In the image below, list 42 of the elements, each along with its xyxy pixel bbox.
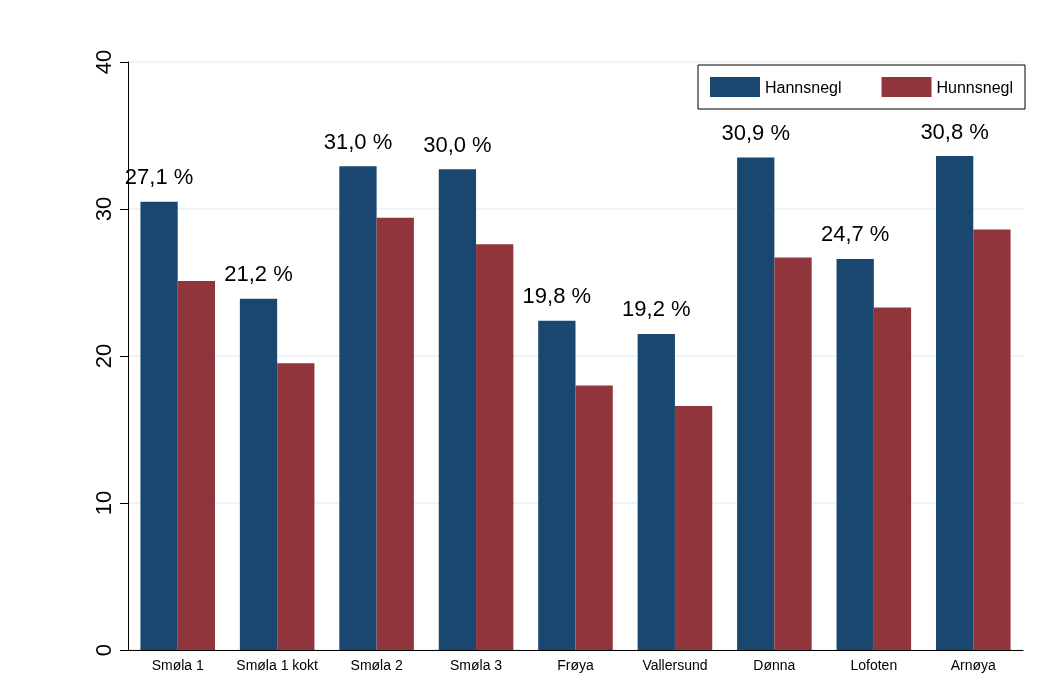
bar [538, 320, 576, 650]
y-tick-label: 0 [90, 643, 116, 657]
annotation: 21,2 % [224, 261, 293, 287]
bar [575, 385, 613, 650]
bar [239, 298, 278, 650]
x-tick-label: Vallersund [642, 657, 708, 673]
x-tick-label: Smøla 1 kokt [236, 657, 319, 673]
y-tick-label: 30 [90, 196, 116, 222]
bar [935, 156, 974, 650]
bar [376, 217, 414, 650]
bar [476, 244, 514, 650]
annotation: 30,8 % [920, 118, 989, 144]
annotation: 19,8 % [522, 283, 592, 309]
bar [339, 166, 377, 650]
legend-label: Hannsnegl [765, 78, 842, 96]
bar [438, 169, 477, 650]
annotation: 24,7 % [820, 221, 890, 247]
x-tick-label: Dønna [753, 657, 796, 673]
y-tick-label: 20 [90, 343, 116, 369]
bar [973, 229, 1011, 650]
bar [177, 281, 216, 650]
x-tick-label: Frøya [557, 657, 594, 673]
bar [873, 307, 912, 650]
bar [277, 363, 315, 650]
x-tick-label: Arnøya [950, 657, 997, 673]
annotation: 30,0 % [423, 131, 492, 157]
bar [637, 333, 675, 650]
annotation: 31,0 % [323, 128, 393, 154]
x-tick-label: Smøla 3 [449, 657, 503, 673]
bar [674, 405, 713, 650]
y-tick-label: 40 [90, 49, 116, 75]
x-tick-label: Smøla 2 [350, 657, 403, 673]
bar [737, 157, 775, 650]
annotation: 30,9 % [721, 120, 790, 146]
x-tick-label: Lofoten [850, 657, 898, 673]
y-tick-label: 10 [90, 490, 116, 516]
annotation: 19,2 % [622, 296, 691, 322]
legend-label: Hunnsnegl [936, 78, 1013, 96]
x-tick-label: Smøla 1 [151, 657, 204, 673]
bar [140, 201, 178, 650]
bar [836, 258, 874, 650]
bar [774, 257, 812, 650]
